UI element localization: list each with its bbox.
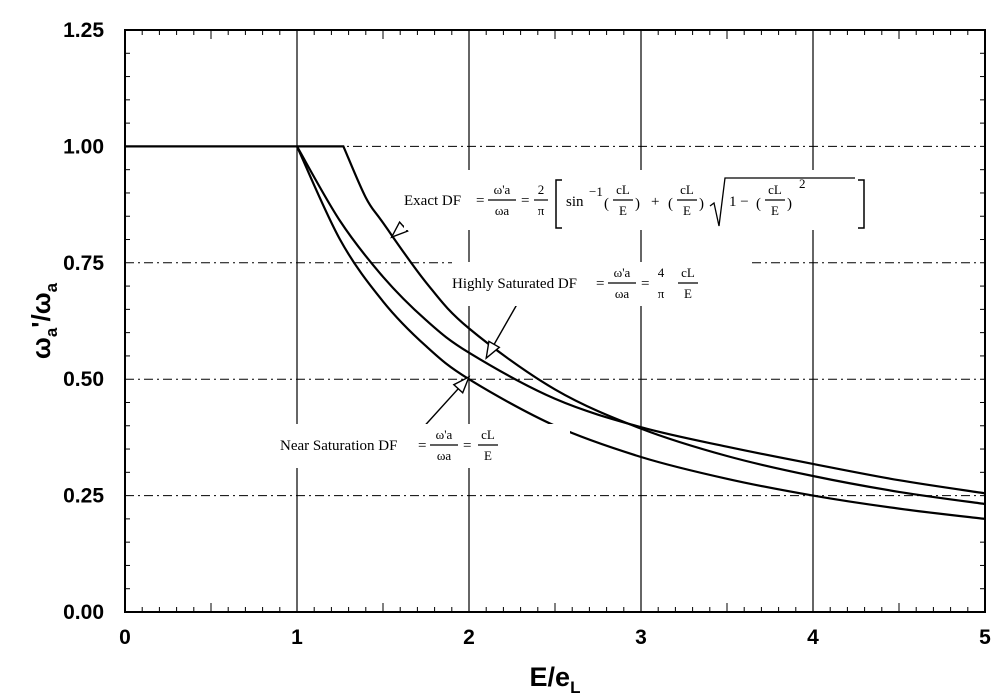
- annotation-near-saturation: Near Saturation DF = ω'a ωa = cL E: [280, 424, 570, 468]
- y-axis-title-sub2: a: [42, 282, 61, 292]
- annotation-exact-paren1-close: ): [635, 196, 640, 212]
- annotation-exact-paren2: (: [668, 196, 673, 212]
- annotation-exact-frac-num: ω'a: [494, 182, 511, 197]
- y-axis-title-mid: '/ω: [26, 292, 56, 327]
- annotation-near-saturation-label: Near Saturation DF: [280, 438, 397, 454]
- annotation-highly-saturated-coef-num: 4: [658, 265, 665, 280]
- x-tick-label-3: 3: [635, 626, 647, 649]
- annotation-highly-saturated-e: E: [684, 286, 692, 301]
- annotation-exact-arrow-head: [390, 220, 409, 239]
- x-tick-label-5: 5: [979, 626, 991, 649]
- annotation-highly-saturated-frac-num: ω'a: [614, 265, 631, 280]
- x-tick-label-1: 1: [291, 626, 303, 649]
- annotation-exact-sin: sin: [566, 194, 584, 210]
- annotation-exact-cl3: cL: [768, 182, 782, 197]
- ticks: 0 1 2 3 4 5 0.00 0.25 0.50 0.75 1.00 1.25: [63, 19, 991, 649]
- y-tick-label-3: 0.75: [63, 252, 104, 275]
- grid: [125, 30, 985, 612]
- plot-area: [124, 29, 986, 613]
- annotation-exact-bracket-right: [858, 179, 865, 229]
- annotation-highly-saturated-cl: cL: [681, 265, 695, 280]
- annotation-exact-sqrt: [709, 177, 855, 227]
- annotation-exact-paren3: (: [756, 196, 761, 212]
- annotation-near-saturation-eq2: =: [463, 438, 471, 454]
- annotation-exact-eq1: =: [476, 193, 484, 209]
- x-tick-label-2: 2: [463, 626, 475, 649]
- annotation-exact-plus: +: [651, 194, 659, 210]
- annotation-near-saturation-eq1: =: [418, 438, 426, 454]
- annotation-near-saturation-cl: cL: [481, 427, 495, 442]
- y-tick-label-4: 1.00: [63, 135, 104, 158]
- annotation-highly-saturated: Highly Saturated DF = ω'a ωa = 4 π cL E: [452, 262, 752, 306]
- x-axis-title: E/eL: [530, 662, 581, 697]
- annotation-highly-saturated-bg: [452, 262, 752, 306]
- annotation-exact-eq2: =: [521, 193, 529, 209]
- annotation-exact-frac-den: ωa: [495, 203, 510, 218]
- annotation-exact-label: Exact DF: [404, 193, 461, 209]
- y-tick-label-5: 1.25: [63, 19, 104, 42]
- annotation-near-saturation-arrow-head: [452, 375, 471, 394]
- series-line-highly-saturated: [296, 145, 986, 495]
- annotation-exact-coef-den: π: [538, 203, 545, 218]
- annotation-exact-coef-num: 2: [538, 182, 545, 197]
- annotation-exact-paren3-close: ): [787, 196, 792, 212]
- y-axis-title-sub1: a: [42, 327, 61, 337]
- annotation-exact-paren2-close: ): [699, 196, 704, 212]
- annotation-exact-inv: −1: [589, 184, 603, 199]
- x-tick-label-4: 4: [807, 626, 819, 649]
- series-line-exact: [125, 145, 986, 506]
- annotation-near-saturation-frac-num: ω'a: [436, 427, 453, 442]
- annotation-exact: Exact DF = ω'a ωa = 2 π sin −1 ( cL E ) …: [404, 170, 865, 230]
- annotation-exact-sq: 2: [799, 176, 806, 191]
- annotation-highly-saturated-arrow-head: [485, 340, 501, 360]
- y-axis-title: ωa'/ωa: [26, 282, 61, 359]
- annotation-near-saturation-e: E: [484, 448, 492, 463]
- annotation-exact-e3: E: [771, 203, 779, 218]
- annotation-exact-cl2: cL: [680, 182, 694, 197]
- annotation-highly-saturated-eq2: =: [641, 276, 649, 292]
- y-tick-label-0: 0.00: [63, 601, 104, 624]
- annotation-near-saturation-bg: [280, 424, 570, 468]
- annotation-exact-cl1: cL: [616, 182, 630, 197]
- annotation-exact-e1: E: [619, 203, 627, 218]
- annotation-highly-saturated-frac-den: ωa: [615, 286, 630, 301]
- x-axis-title-main: E/e: [530, 662, 571, 692]
- annotation-exact-bracket-left: [555, 179, 562, 229]
- annotation-exact-e2: E: [683, 203, 691, 218]
- annotation-highly-saturated-label: Highly Saturated DF: [452, 276, 577, 292]
- annotation-near-saturation-frac-den: ωa: [437, 448, 452, 463]
- x-tick-label-0: 0: [119, 626, 131, 649]
- x-axis-title-sub: L: [570, 678, 580, 697]
- y-tick-label-1: 0.25: [63, 485, 104, 508]
- y-axis-title-omega1: ω: [26, 337, 56, 359]
- annotation-highly-saturated-coef-den: π: [658, 286, 665, 301]
- annotation-exact-paren1: (: [604, 196, 609, 212]
- annotation-exact-one-minus: 1 −: [729, 194, 749, 210]
- annotation-exact-bg: [404, 170, 864, 230]
- y-tick-label-2: 0.50: [63, 368, 104, 391]
- annotation-highly-saturated-eq1: =: [596, 276, 604, 292]
